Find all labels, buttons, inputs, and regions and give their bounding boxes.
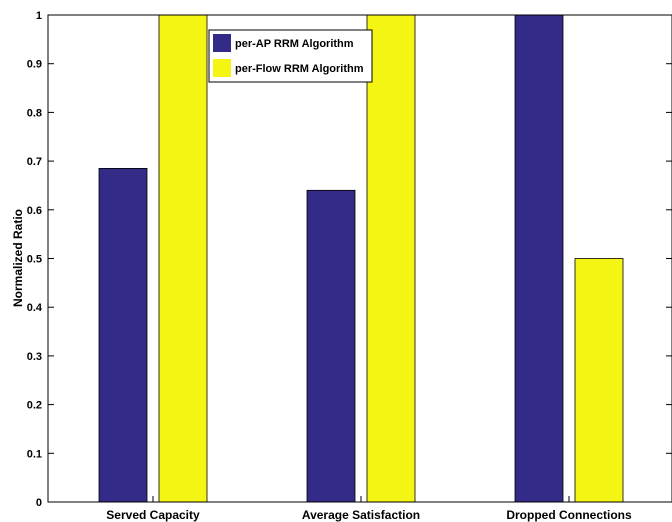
y-tick-label: 0.4 <box>27 302 43 314</box>
bar-per-flow-2 <box>574 258 624 503</box>
bar-per-flow-0 <box>158 14 208 503</box>
x-axis: Served Capacity Average Satisfaction Dropp… <box>106 496 632 522</box>
legend-label-per-ap: per-AP RRM Algorithm <box>235 38 354 50</box>
y-axis: 0 0.1 0.2 0.3 0.4 0.5 0.6 0.7 0.8 0.9 1 <box>27 10 672 509</box>
bar-per-ap-0 <box>98 168 148 503</box>
y-tick-label: 0.8 <box>27 107 42 119</box>
y-tick-label: 0.3 <box>27 351 42 363</box>
y-tick-label: 0.2 <box>27 400 42 412</box>
y-tick-label: 0.6 <box>27 205 42 217</box>
y-tick-label: 0.5 <box>27 254 42 266</box>
bars-layer <box>98 14 624 503</box>
legend-swatch-per-flow <box>213 59 231 77</box>
y-tick-label: 0.7 <box>27 156 42 168</box>
y-axis-title: Normalized Ratio <box>11 209 25 307</box>
y-tick-label: 1 <box>36 10 42 22</box>
x-category-label: Served Capacity <box>106 508 200 522</box>
y-tick-label: 0 <box>36 497 42 509</box>
legend-swatch-per-ap <box>213 34 231 52</box>
x-category-label: Average Satisfaction <box>302 508 420 522</box>
legend-label-per-flow: per-Flow RRM Algorithm <box>235 63 364 75</box>
bar-per-ap-2 <box>514 14 564 503</box>
y-tick-label: 0.1 <box>27 448 42 460</box>
legend-box <box>208 29 373 83</box>
bar-per-ap-1 <box>306 189 356 503</box>
y-tick-label: 0.9 <box>27 59 42 71</box>
bar-per-flow-1 <box>366 14 416 503</box>
legend: per-AP RRM Algorithm per-Flow RRM Algori… <box>208 29 373 83</box>
x-category-label: Dropped Connections <box>506 508 632 522</box>
